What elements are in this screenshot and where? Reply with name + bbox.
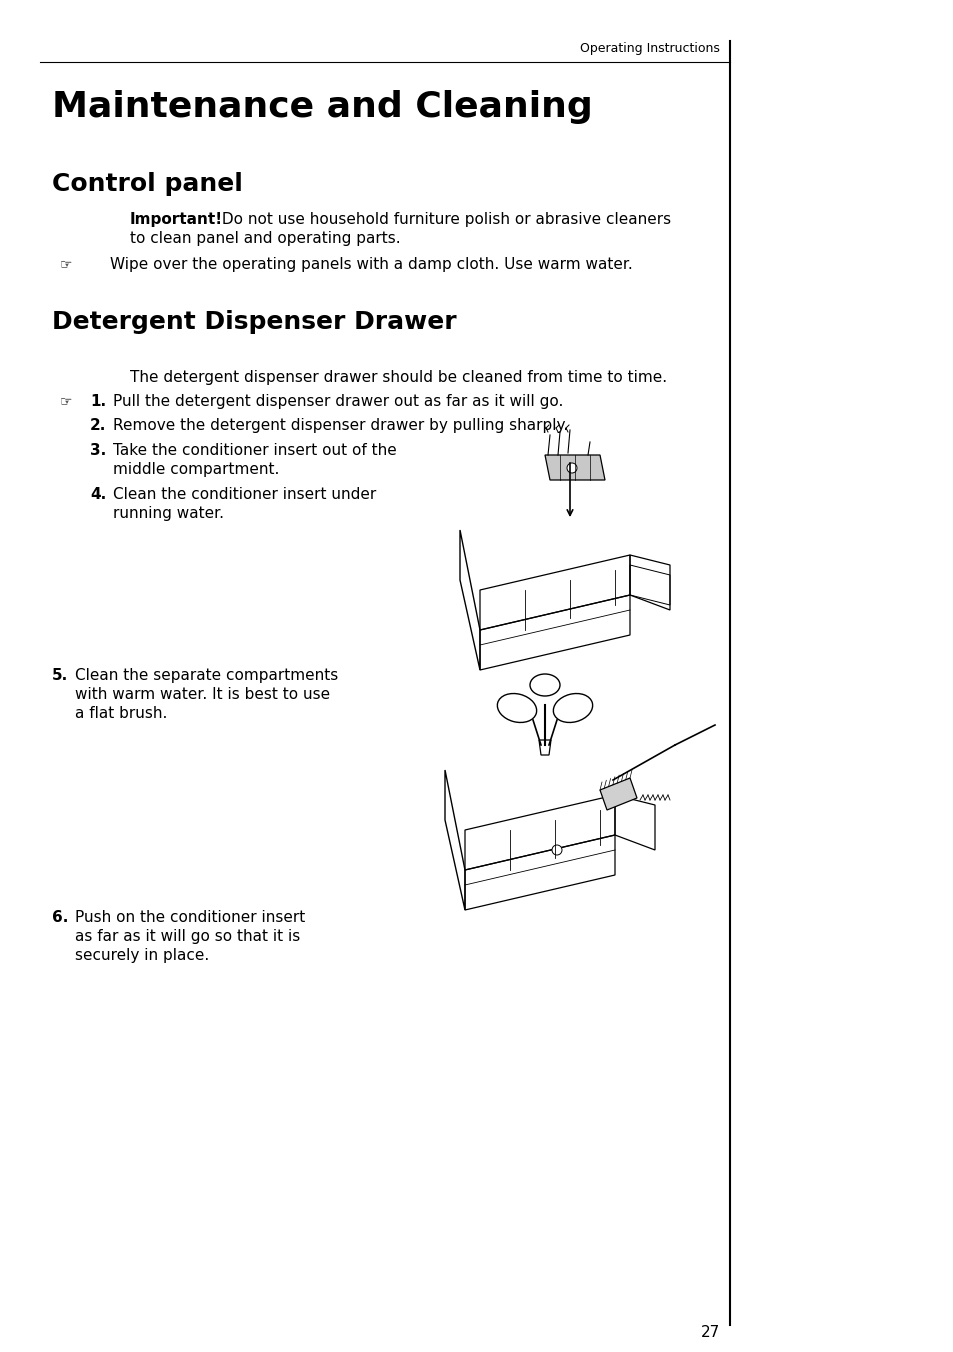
Text: Important!: Important!: [130, 212, 223, 227]
Text: Detergent Dispenser Drawer: Detergent Dispenser Drawer: [52, 310, 456, 334]
Text: Pull the detergent dispenser drawer out as far as it will go.: Pull the detergent dispenser drawer out …: [112, 393, 563, 410]
Text: Control panel: Control panel: [52, 172, 243, 196]
Ellipse shape: [530, 675, 559, 696]
Text: to clean panel and operating parts.: to clean panel and operating parts.: [130, 231, 400, 246]
Text: Remove the detergent dispenser drawer by pulling sharply.: Remove the detergent dispenser drawer by…: [112, 418, 568, 433]
Text: Take the conditioner insert out of the: Take the conditioner insert out of the: [112, 443, 396, 458]
Text: The detergent dispenser drawer should be cleaned from time to time.: The detergent dispenser drawer should be…: [130, 370, 666, 385]
Ellipse shape: [553, 694, 592, 722]
Text: Clean the conditioner insert under: Clean the conditioner insert under: [112, 487, 375, 502]
Ellipse shape: [497, 694, 537, 722]
Text: with warm water. It is best to use: with warm water. It is best to use: [75, 687, 330, 702]
Text: Wipe over the operating panels with a damp cloth. Use warm water.: Wipe over the operating panels with a da…: [110, 257, 632, 272]
Text: running water.: running water.: [112, 506, 224, 521]
Text: a flat brush.: a flat brush.: [75, 706, 167, 721]
Text: 2.: 2.: [90, 418, 107, 433]
Text: 4.: 4.: [90, 487, 106, 502]
Text: as far as it will go so that it is: as far as it will go so that it is: [75, 929, 300, 944]
Text: middle compartment.: middle compartment.: [112, 462, 279, 477]
Text: 3.: 3.: [90, 443, 106, 458]
Text: securely in place.: securely in place.: [75, 948, 209, 963]
Text: 5.: 5.: [52, 668, 69, 683]
Text: Push on the conditioner insert: Push on the conditioner insert: [75, 910, 305, 925]
Text: 27: 27: [700, 1325, 720, 1340]
Text: Do not use household furniture polish or abrasive cleaners: Do not use household furniture polish or…: [216, 212, 670, 227]
Text: Clean the separate compartments: Clean the separate compartments: [75, 668, 338, 683]
Text: Operating Instructions: Operating Instructions: [579, 42, 720, 55]
Text: 6.: 6.: [52, 910, 69, 925]
Polygon shape: [538, 740, 551, 754]
Text: Maintenance and Cleaning: Maintenance and Cleaning: [52, 91, 592, 124]
Text: 1.: 1.: [90, 393, 106, 410]
Polygon shape: [599, 777, 637, 810]
Text: ☞: ☞: [60, 393, 72, 408]
Circle shape: [566, 462, 577, 473]
Text: ☞: ☞: [60, 257, 72, 270]
Polygon shape: [544, 456, 604, 480]
Circle shape: [552, 845, 561, 854]
